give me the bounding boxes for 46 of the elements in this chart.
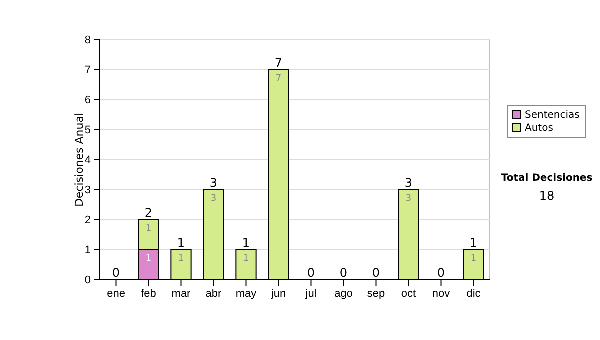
data-label: 1 xyxy=(178,254,184,264)
total-label: 0 xyxy=(112,266,120,280)
text: Total Decisiones xyxy=(501,173,593,184)
total-label: 0 xyxy=(340,266,348,280)
data-label: 1 xyxy=(146,254,152,264)
data-label: 3 xyxy=(406,194,412,204)
total-label: 3 xyxy=(404,176,413,190)
data-label: 1 xyxy=(243,254,250,264)
x-tick-label: jul xyxy=(304,288,317,300)
y-tick-label: 2 xyxy=(84,214,91,227)
total-label: 7 xyxy=(274,56,283,70)
y-axis-title: Decisiones Anual xyxy=(73,112,86,208)
text: 18 xyxy=(539,189,555,203)
y-tick-label: 7 xyxy=(84,64,91,77)
y-tick-label: 3 xyxy=(84,184,91,197)
x-tick-label: sep xyxy=(367,288,386,300)
total-label: 2 xyxy=(144,206,153,220)
x-tick-label: abr xyxy=(206,288,222,300)
data-label: 1 xyxy=(146,224,152,234)
x-tick-label: nov xyxy=(432,288,451,300)
x-tick-label: dic xyxy=(466,288,482,300)
x-tick-label: may xyxy=(236,288,258,300)
y-tick-label: 8 xyxy=(84,34,91,47)
y-tick-label: 1 xyxy=(84,244,91,257)
x-tick-label: mar xyxy=(172,288,192,300)
total-label: 1 xyxy=(242,236,250,250)
data-label: 3 xyxy=(210,194,217,204)
total-label: 3 xyxy=(210,176,218,190)
x-tick-label: ene xyxy=(107,288,126,300)
total-label: 0 xyxy=(307,266,316,280)
y-tick-label: 4 xyxy=(84,154,91,167)
total-label: 0 xyxy=(372,266,380,280)
legend-label: Autos xyxy=(525,123,554,134)
x-tick-label: feb xyxy=(141,288,156,300)
x-tick-label: jun xyxy=(270,288,286,300)
legend-label: Sentencias xyxy=(525,110,580,121)
total-label: 1 xyxy=(177,236,186,250)
x-tick-label: ago xyxy=(334,288,353,300)
y-tick-label: 6 xyxy=(84,94,91,107)
y-tick-label: 0 xyxy=(84,274,91,287)
data-label: 1 xyxy=(470,254,477,264)
total-label: 0 xyxy=(437,266,446,280)
y-tick-label: 5 xyxy=(84,124,91,137)
data-label: 7 xyxy=(276,74,282,84)
x-tick-label: oct xyxy=(401,288,416,300)
total-label: 1 xyxy=(470,236,478,250)
